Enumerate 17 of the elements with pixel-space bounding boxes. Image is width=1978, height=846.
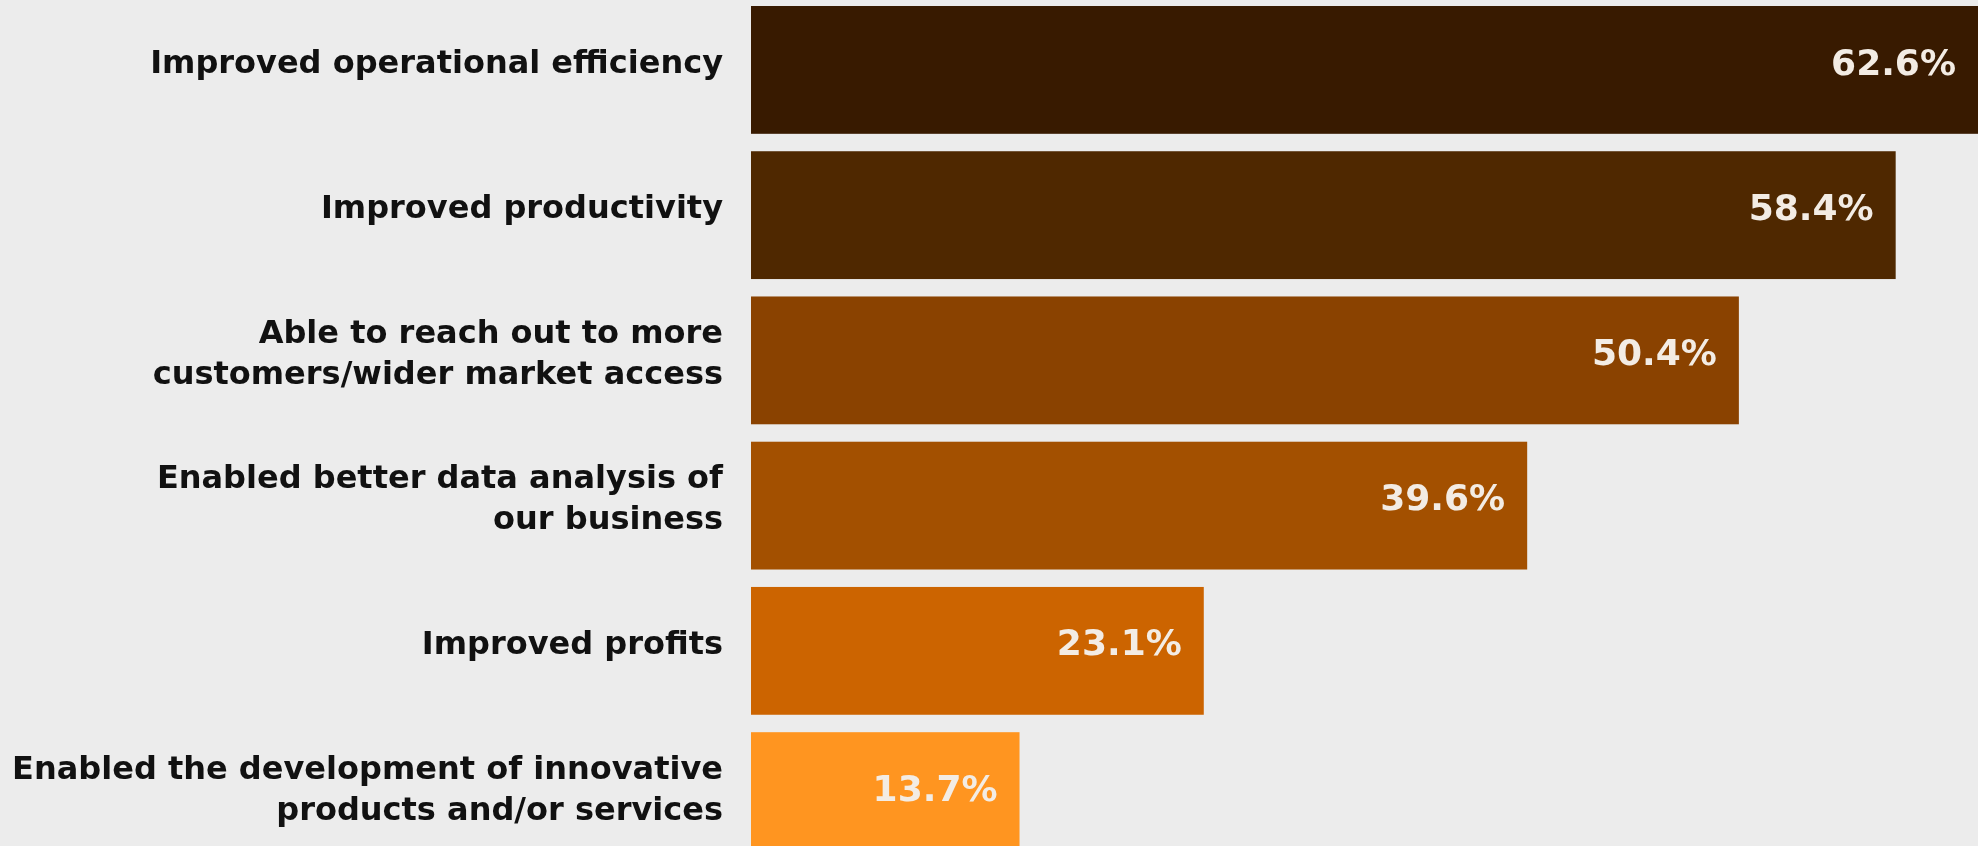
bar [751,6,1978,134]
data-label: 50.4% [1591,331,1717,373]
y-tick-label: Enabled better data analysis of our business [156,458,725,538]
data-label: 23.1% [1056,622,1182,664]
y-tick-label: Improved profits [421,623,723,662]
data-label: 62.6% [1831,41,1956,83]
data-label: 39.6% [1380,477,1506,519]
bar [751,151,1896,280]
bar [751,441,1528,570]
data-label: 58.4% [1748,186,1874,228]
y-tick-label: Improved operational efficiency [150,42,724,81]
y-tick-label: Able to reach out to more customers/wider market access [152,312,723,392]
y-tick-label: Enabled the development of innovative products and/or services [12,748,723,828]
bar [751,296,1739,425]
data-label: 13.7% [872,767,998,809]
y-tick-label: Improved productivity [320,188,724,227]
bar [751,586,1204,715]
